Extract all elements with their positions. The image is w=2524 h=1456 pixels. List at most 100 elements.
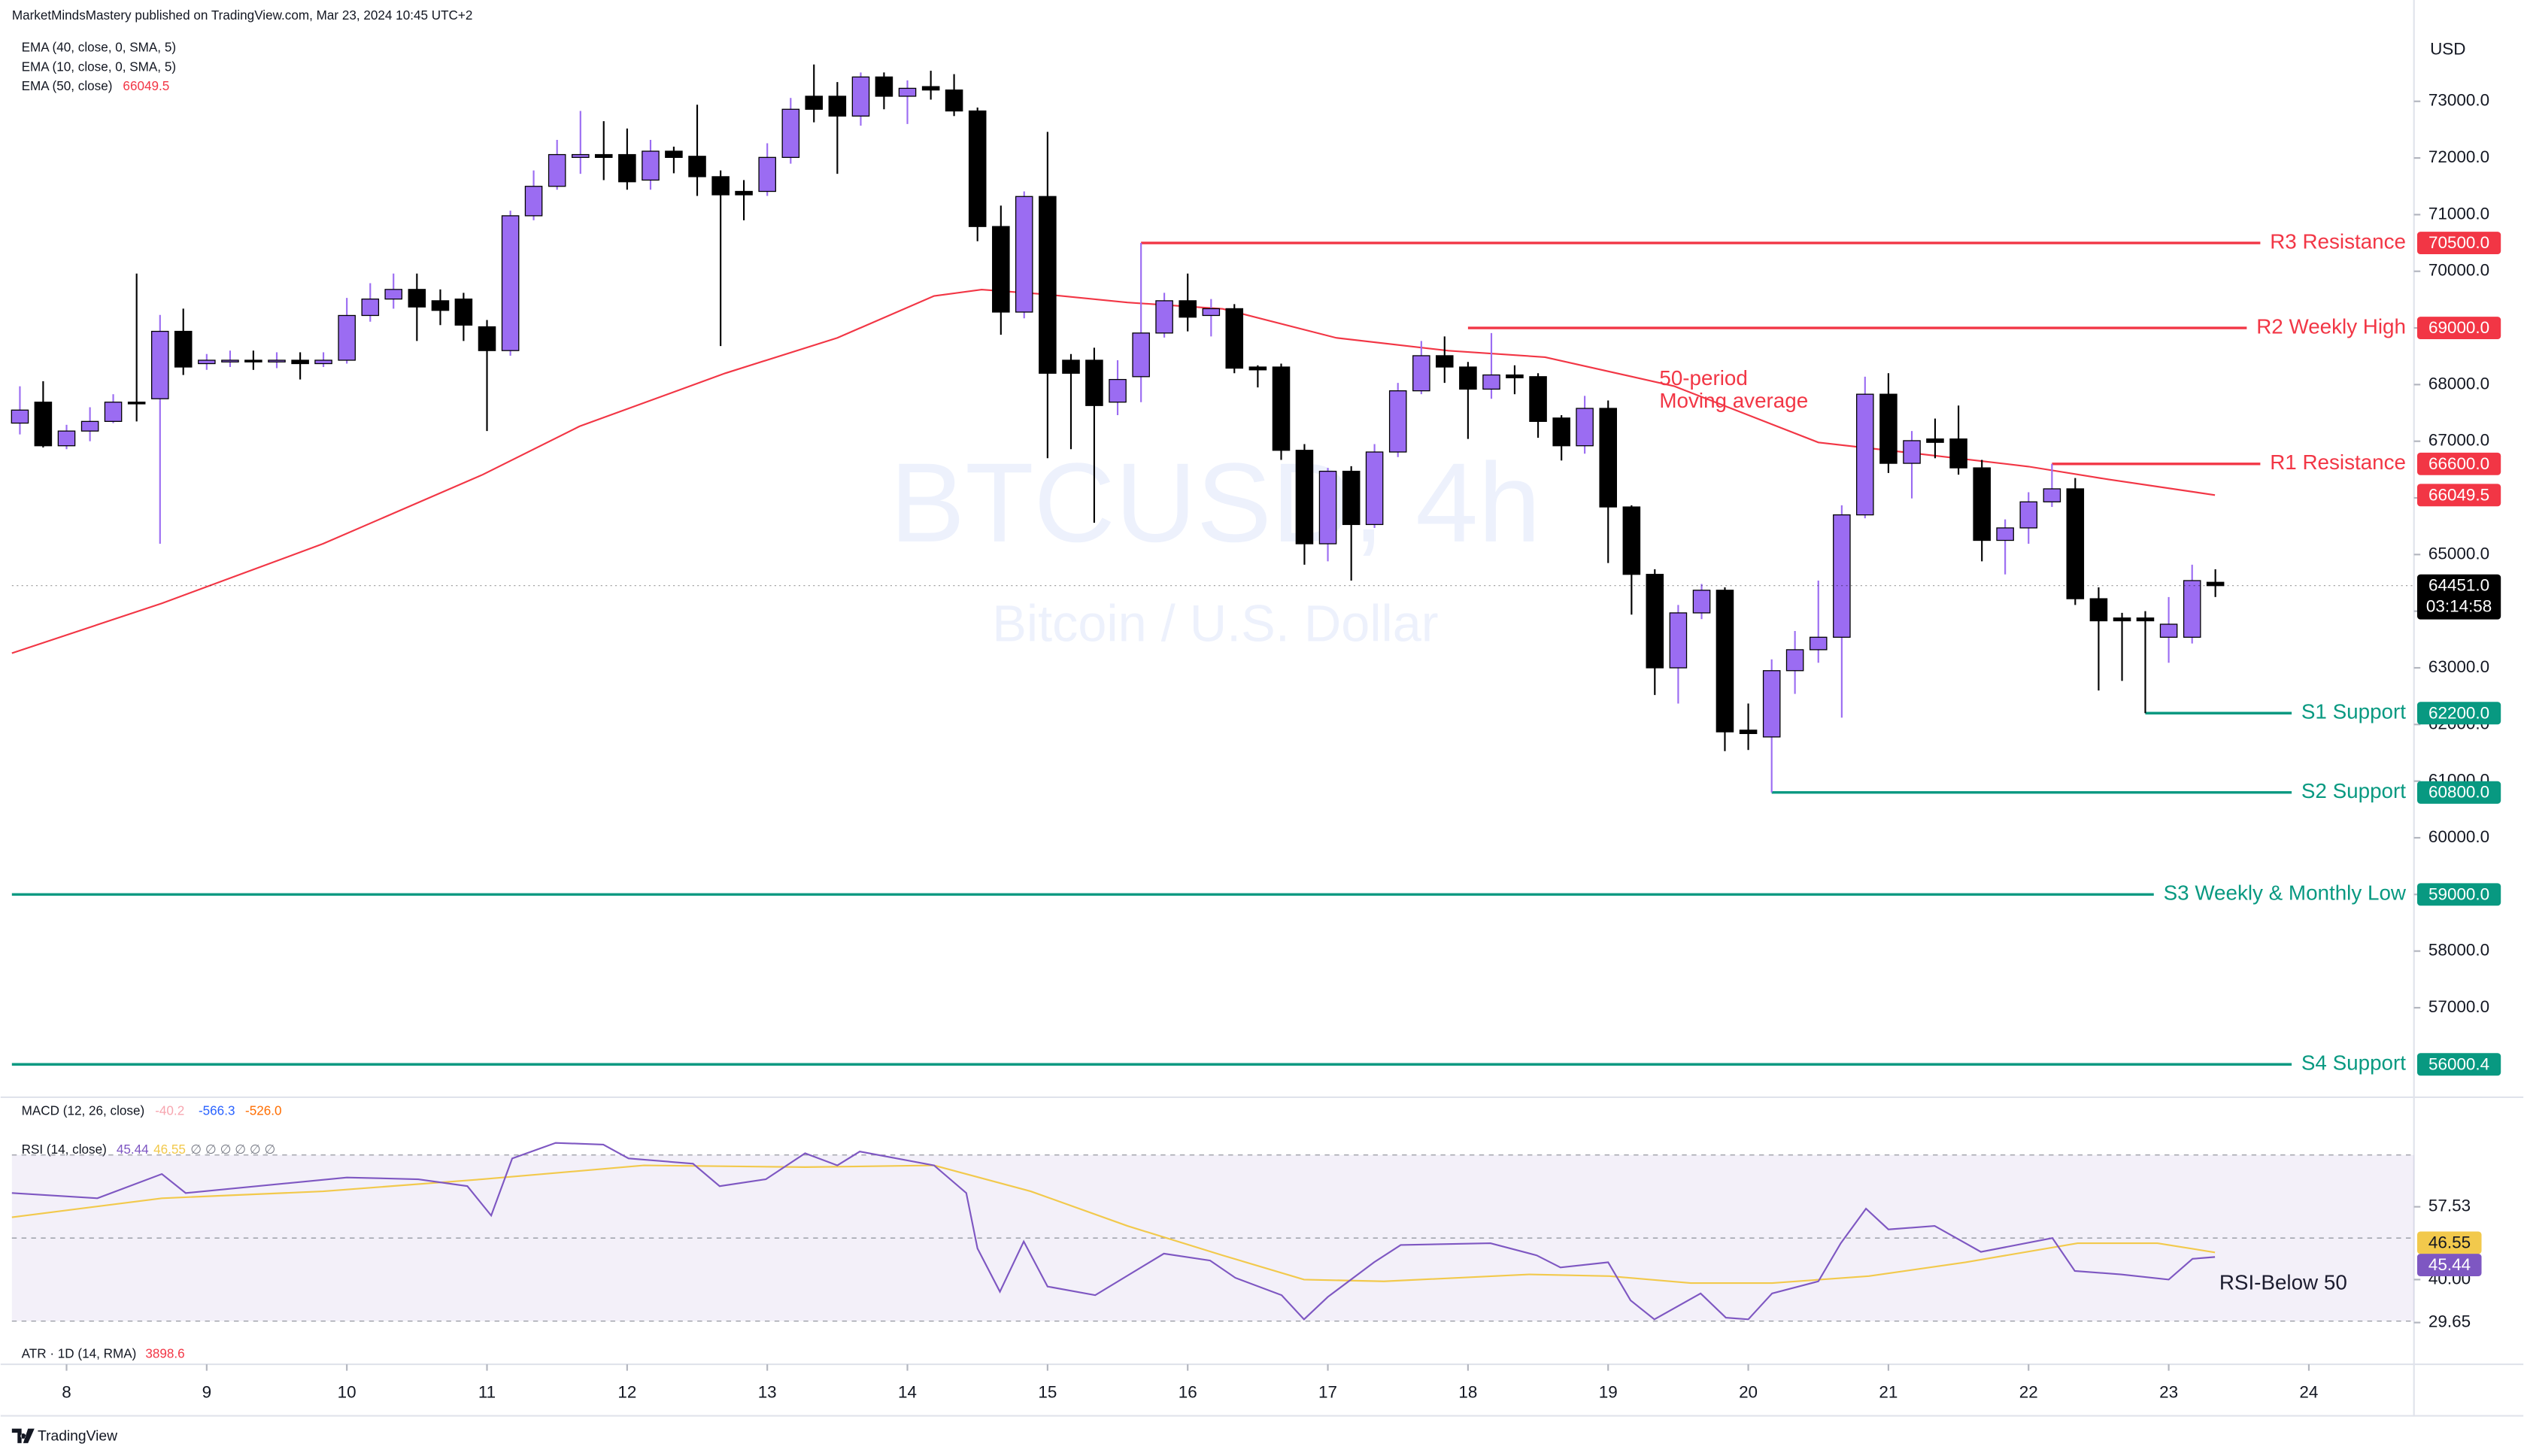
- rsi-value-label: 46.55: [2428, 1233, 2471, 1251]
- candle-body: [408, 289, 426, 308]
- candle-body: [314, 359, 332, 365]
- footer: TradingView: [38, 1428, 117, 1444]
- candle-body: [127, 402, 146, 405]
- candle-body: [2089, 598, 2108, 622]
- candle-body: [431, 300, 450, 311]
- candle-body: [921, 86, 940, 91]
- price-box-label: 62200.0: [2428, 703, 2489, 722]
- candle-body: [1342, 470, 1361, 526]
- price-box: [2416, 883, 2501, 906]
- candle-body: [1622, 506, 1641, 575]
- candle-body: [945, 89, 963, 112]
- price-box: [2416, 781, 2501, 804]
- rsi-legend-value: 45.44: [117, 1142, 149, 1157]
- y-tick-label: 57000.0: [2428, 997, 2489, 1016]
- candle-body: [828, 96, 847, 117]
- candle-body: [1482, 374, 1500, 390]
- x-tick-label: 19: [1599, 1383, 1618, 1402]
- candle-body: [2183, 580, 2201, 638]
- candle-body: [1365, 451, 1384, 526]
- candle-body: [80, 420, 99, 432]
- candle-body: [1062, 359, 1080, 374]
- candle-body: [221, 359, 239, 362]
- candle-body: [642, 150, 660, 181]
- y-tick-label: 29.65: [2428, 1312, 2471, 1331]
- x-tick-label: 12: [617, 1383, 636, 1402]
- rsi-value-label: 45.44: [2428, 1255, 2471, 1274]
- candle-body: [665, 150, 683, 158]
- y-tick-label: 60000.0: [2428, 827, 2489, 846]
- candle-body: [1435, 355, 1454, 368]
- rsi-legend-extra: ∅ ∅ ∅ ∅ ∅ ∅: [190, 1142, 275, 1157]
- ema-legend-value: 66049.5: [123, 79, 169, 93]
- x-tick-label: 8: [62, 1383, 71, 1402]
- candle-body: [1996, 527, 2014, 541]
- current-price-box: [2416, 574, 2501, 620]
- current-price-label: 64451.0: [2428, 576, 2489, 595]
- macd-legend-value: -40.2: [155, 1104, 184, 1118]
- candle-body: [1809, 636, 1828, 651]
- watermark: BTCUSD, 4h Bitcoin / U.S. Dollar: [890, 439, 1540, 653]
- candle-body: [478, 326, 496, 351]
- candle-body: [1926, 438, 1944, 443]
- candle-body: [1669, 612, 1688, 669]
- candle-body: [1109, 378, 1127, 403]
- rsi-value-box: [2416, 1231, 2482, 1254]
- macd-legend-value: -526.0: [245, 1104, 282, 1118]
- candle-body: [572, 153, 590, 158]
- candle-body: [2043, 488, 2061, 502]
- price-box-label: 66600.0: [2428, 454, 2489, 473]
- x-tick-label: 13: [758, 1383, 777, 1402]
- candle-body: [1576, 408, 1594, 447]
- atr-value: 3898.6: [145, 1347, 184, 1361]
- price-box-label: 56000.4: [2428, 1054, 2489, 1073]
- y-tick-label: 73000.0: [2428, 91, 2489, 110]
- y-tick-label: 70000.0: [2428, 261, 2489, 280]
- candle-body: [2019, 501, 2038, 529]
- x-tick-label: 20: [1739, 1383, 1758, 1402]
- candle-body: [198, 359, 216, 365]
- candle-body: [384, 289, 403, 300]
- candle-body: [992, 226, 1010, 313]
- candle-body: [338, 314, 356, 361]
- candle-body: [1248, 366, 1267, 371]
- candle-body: [57, 430, 76, 447]
- candle-body: [1833, 514, 1851, 638]
- candle-body: [968, 110, 987, 227]
- price-box: [2416, 232, 2501, 255]
- watermark-description: Bitcoin / U.S. Dollar: [992, 594, 1438, 652]
- candle-body: [174, 330, 193, 368]
- candle-body: [1318, 470, 1337, 544]
- annotation: RSI-Below 50: [2219, 1270, 2347, 1294]
- indicator-legend: EMA (40, close, 0, SMA, 5): [22, 41, 176, 55]
- candle-body: [1506, 374, 1524, 378]
- candle-body: [594, 153, 613, 158]
- candle-body: [805, 96, 824, 110]
- candle-body: [1646, 574, 1664, 669]
- x-tick-label: 18: [1458, 1383, 1477, 1402]
- macd-legend-value: -566.3: [199, 1104, 235, 1118]
- atr-legend: ATR · 1D (14, RMA): [22, 1347, 137, 1361]
- price-box-label: 60800.0: [2428, 783, 2489, 802]
- candle-body: [1903, 440, 1921, 464]
- candle-body: [34, 402, 53, 447]
- y-tick-label: 58000.0: [2428, 941, 2489, 960]
- candle-body: [151, 330, 169, 399]
- candle-body: [1973, 467, 1991, 541]
- candle-body: [781, 108, 800, 158]
- candle-body: [1856, 393, 1874, 516]
- level-label: S2 Support: [2301, 779, 2406, 802]
- candle-body: [1739, 730, 1758, 735]
- x-tick-label: 10: [338, 1383, 356, 1402]
- y-tick-label: 72000.0: [2428, 147, 2489, 166]
- level-label: R3 Resistance: [2270, 229, 2406, 253]
- candle-body: [1879, 393, 1898, 464]
- candle-body: [2206, 581, 2225, 587]
- candle-body: [898, 87, 917, 97]
- candle-body: [2159, 623, 2178, 638]
- candle-body: [1785, 649, 1804, 672]
- candle-body: [735, 190, 753, 196]
- price-box: [2416, 452, 2501, 475]
- level-label: S3 Weekly & Monthly Low: [2164, 881, 2407, 905]
